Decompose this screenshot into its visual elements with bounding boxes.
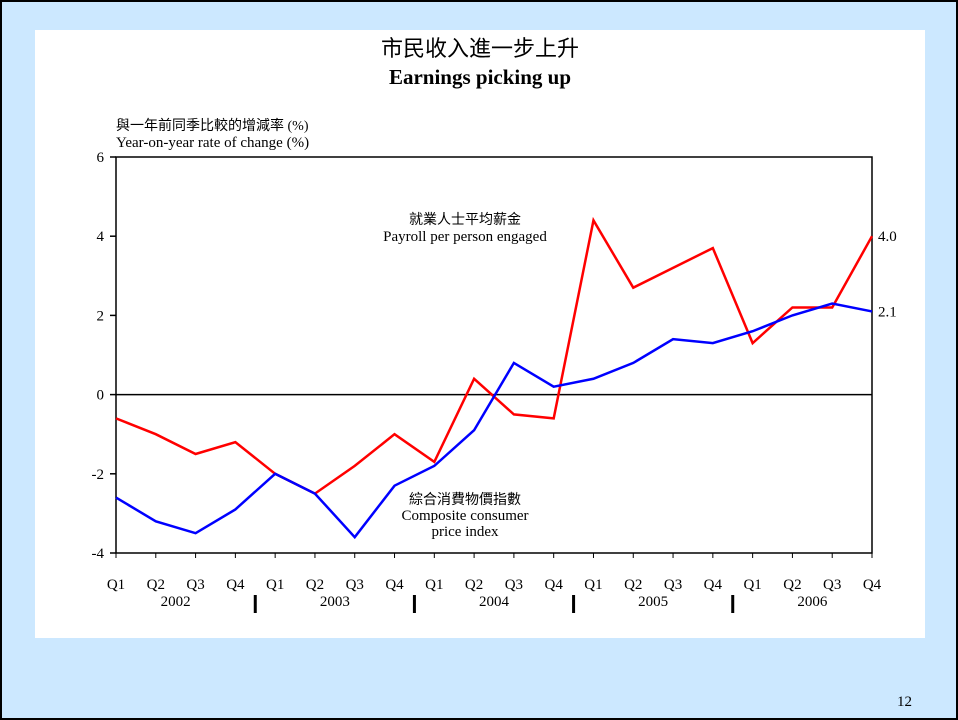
chart-panel	[35, 30, 925, 638]
x-tick-label: Q2	[147, 577, 165, 593]
series-line	[115, 302, 873, 540]
plot-frame	[115, 156, 873, 554]
x-tick-label: Q4	[704, 577, 723, 593]
x-tick-label: Q1	[743, 577, 761, 593]
x-tick-label: Q1	[107, 577, 125, 593]
year-label: 2004	[479, 594, 510, 610]
y-tick-label: 0	[97, 388, 105, 404]
value-label: 4.0	[878, 229, 897, 245]
series-name: Composite consumer	[401, 508, 528, 524]
year-label: 2003	[320, 594, 350, 610]
x-tick-label: Q4	[385, 577, 404, 593]
x-tick-label: Q1	[425, 577, 443, 593]
x-tick-label: Q2	[783, 577, 801, 593]
x-tick-label: Q2	[306, 577, 324, 593]
x-tick-label: Q3	[186, 577, 204, 593]
y-tick-label: 6	[97, 150, 105, 166]
x-tick-label: Q3	[346, 577, 364, 593]
x-tick-label: Q3	[823, 577, 841, 593]
chart-subtitle: Earnings picking up	[389, 65, 571, 89]
y-tick-label: 4	[97, 229, 105, 245]
year-label: 2005	[638, 594, 668, 610]
series-name: Payroll per person engaged	[383, 229, 547, 245]
y-axis-label: 與一年前同季比較的增減率 (%)	[116, 117, 309, 134]
year-label: 2002	[161, 594, 191, 610]
x-tick-label: Q3	[505, 577, 523, 593]
page-number: 12	[897, 694, 912, 710]
x-tick-label: Q4	[863, 577, 882, 593]
x-tick-label: Q2	[465, 577, 483, 593]
value-label: 2.1	[878, 304, 897, 320]
x-tick-label: Q2	[624, 577, 642, 593]
y-tick-label: -2	[92, 467, 105, 483]
series-name: price index	[431, 524, 499, 540]
y-tick-label: 2	[97, 308, 105, 324]
y-axis-label: Year-on-year rate of change (%)	[116, 135, 309, 151]
x-tick-label: Q4	[226, 577, 245, 593]
series-name: 綜合消費物價指數	[409, 491, 521, 508]
x-tick-label: Q4	[545, 577, 564, 593]
year-label: 2006	[797, 594, 828, 610]
series-name: 就業人士平均薪金	[409, 212, 521, 228]
x-tick-label: Q3	[664, 577, 682, 593]
y-tick-label: -4	[92, 546, 105, 562]
x-tick-label: Q1	[584, 577, 602, 593]
chart-title: 市民收入進一步上升	[381, 36, 579, 61]
x-tick-label: Q1	[266, 577, 284, 593]
